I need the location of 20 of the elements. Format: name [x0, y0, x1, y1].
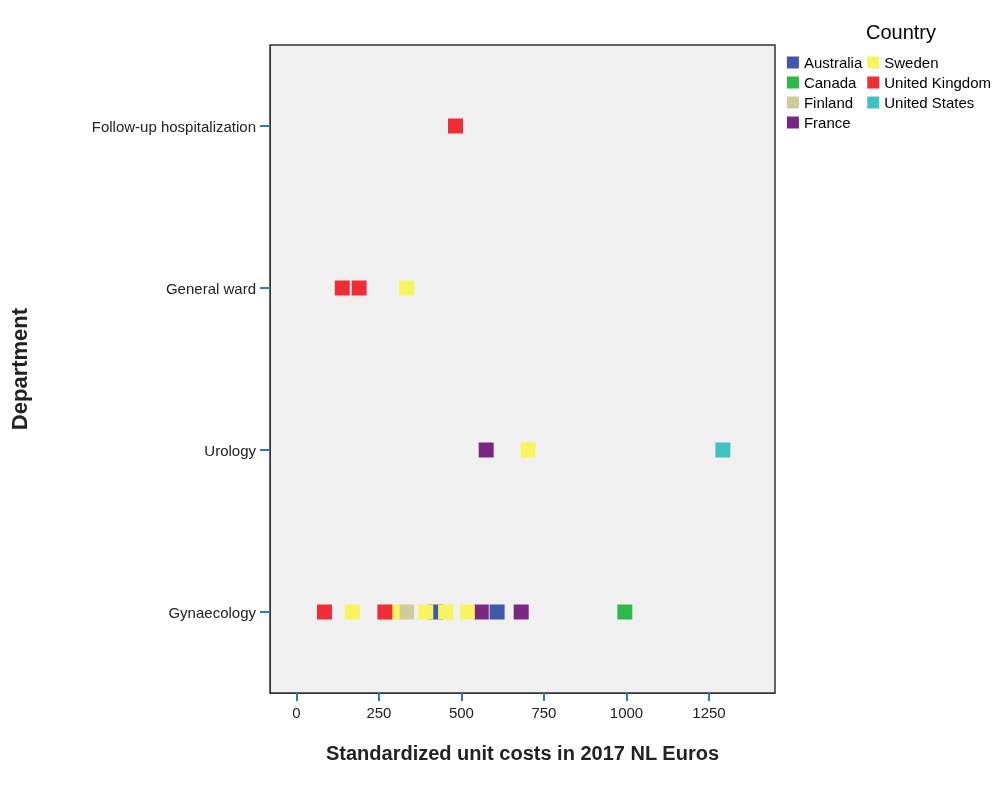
legend-label: Sweden: [884, 54, 939, 71]
x-tick-label: 1000: [609, 704, 644, 721]
x-tick-label: 750: [531, 704, 557, 721]
legend-label: France: [803, 114, 851, 131]
y-tick-label: Urology: [204, 441, 257, 459]
x-tick-label: 1250: [692, 704, 726, 721]
legend-label: United Kingdom: [884, 74, 992, 91]
x-tick-label: 0: [292, 704, 301, 721]
legend-label: Canada: [803, 74, 858, 91]
legend-label: Australia: [803, 54, 863, 71]
x-axis-title: Standardized unit costs in 2017 NL Euros: [325, 742, 720, 764]
y-axis-title: Department: [6, 307, 32, 431]
legend-label: United States: [884, 94, 975, 111]
x-tick-label: 250: [366, 704, 392, 721]
y-tick-label: General ward: [165, 279, 256, 297]
y-tick-label: Gynaecology: [168, 603, 257, 621]
y-tick-label: Follow-up hospitalization: [91, 117, 256, 135]
x-tick-label: 500: [448, 704, 474, 721]
legend-title: Country: [865, 21, 936, 43]
legend-label: Finland: [803, 94, 854, 111]
